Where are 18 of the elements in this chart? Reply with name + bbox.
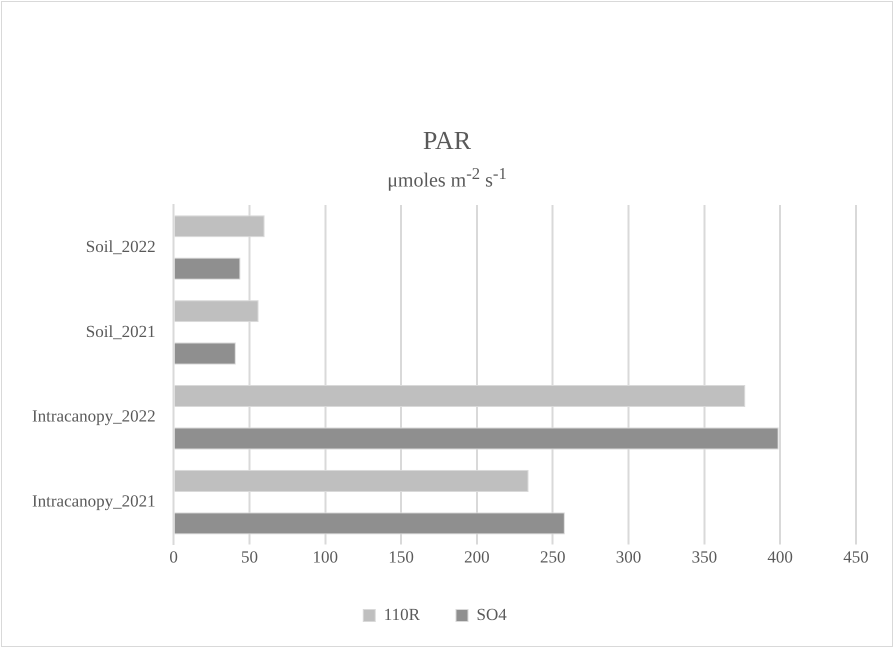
legend-label: 110R [384, 604, 421, 624]
x-tick-label: 50 [240, 547, 258, 566]
chart-subtitle: μmoles m$^{-2}$ s$^{-1}$ [386, 164, 508, 193]
x-tick-label: 300 [616, 547, 642, 566]
x-tick-label: 350 [692, 547, 718, 566]
chart-title: PAR [422, 126, 472, 156]
x-tick-label: 0 [169, 547, 178, 566]
x-tick-label: 200 [464, 547, 490, 566]
x-tick-label: 100 [312, 547, 338, 566]
x-tick-label: 450 [843, 547, 869, 566]
y-tick-label: Intracanopy_2021 [32, 492, 156, 511]
x-tick-label: 250 [540, 547, 566, 566]
x-tick-label: 400 [767, 547, 793, 566]
y-tick-label: Soil_2021 [86, 322, 156, 341]
x-tick-label: 150 [388, 547, 414, 566]
y-tick-label: Intracanopy_2022 [32, 406, 156, 426]
y-tick-label: Soil_2022 [86, 236, 156, 256]
legend-label: SO4 [476, 604, 508, 624]
